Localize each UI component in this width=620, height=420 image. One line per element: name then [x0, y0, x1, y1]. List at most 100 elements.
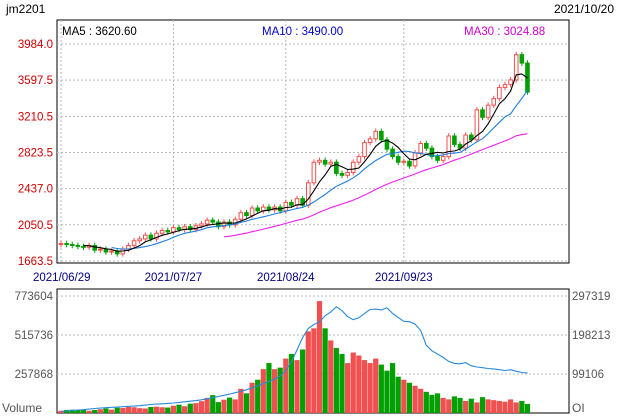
candle-body	[367, 138, 373, 144]
oi-label: OI	[572, 401, 585, 415]
volume-bar	[221, 399, 227, 413]
volume-bar	[479, 397, 486, 413]
volume-bar	[373, 358, 379, 413]
candle-body	[159, 229, 165, 234]
volume-bar	[508, 399, 514, 413]
volume-bar	[491, 400, 497, 413]
candle-body	[491, 98, 497, 106]
candle-body	[199, 223, 204, 227]
candle-body	[154, 232, 159, 240]
volume-bar	[176, 404, 182, 413]
volume-bar	[294, 360, 300, 413]
volume-bar	[187, 403, 193, 413]
volume-bar	[260, 369, 266, 413]
candle-body	[485, 104, 491, 118]
candle-body	[446, 135, 452, 158]
volume-bar	[92, 409, 98, 413]
volume-bar	[412, 385, 418, 413]
volume-bar	[148, 406, 154, 413]
volume-bar	[243, 393, 250, 413]
ma10-line	[111, 89, 528, 250]
volume-bar	[142, 408, 148, 413]
candle-body	[171, 227, 176, 233]
volume-bar	[114, 407, 120, 413]
candle-body	[255, 207, 260, 212]
volume-bar	[193, 403, 199, 413]
volume-bar	[271, 369, 278, 413]
volume-bar	[69, 409, 75, 413]
candle-body	[137, 238, 142, 242]
volume-bar	[283, 358, 289, 413]
candle-body	[64, 243, 69, 246]
candle-body	[468, 134, 474, 141]
candle-body	[81, 245, 86, 248]
candle-body	[508, 79, 513, 86]
oi-tick-label: 99106	[572, 369, 604, 381]
candle-body	[497, 86, 502, 100]
volume-bar	[434, 393, 441, 413]
volume-bar	[361, 360, 368, 413]
volume-bars	[58, 301, 531, 413]
volume-bar	[395, 376, 401, 413]
candle-body	[457, 143, 463, 149]
candle-body	[373, 130, 379, 140]
volume-bar	[328, 340, 334, 413]
candle-body	[395, 156, 401, 163]
candle-body	[283, 201, 289, 212]
volume-bar	[524, 403, 531, 413]
volume-bar	[58, 410, 64, 413]
candle-body	[339, 172, 345, 176]
oi-tick-label: 198213	[572, 330, 610, 342]
candle-body	[362, 142, 367, 158]
candle-body	[249, 207, 255, 217]
volume-bar	[305, 331, 311, 413]
volume-bar	[418, 388, 424, 413]
oi-line-path	[60, 306, 528, 412]
price-tick-label: 1663.5	[18, 256, 53, 268]
volume-bar	[266, 363, 272, 413]
volume-bar	[378, 364, 384, 413]
candle-body	[401, 160, 407, 163]
volume-bar	[210, 395, 216, 413]
candle-body	[356, 156, 362, 163]
volume-bar	[446, 399, 452, 413]
candle-body	[204, 219, 210, 225]
candle-body	[131, 240, 137, 246]
open-interest-line	[60, 306, 528, 412]
candle-body	[452, 135, 457, 145]
volume-bar	[108, 409, 115, 413]
volume-bar	[440, 397, 446, 413]
volume-bar	[384, 370, 390, 413]
candle-body	[480, 109, 485, 118]
moving-average-lines	[83, 73, 528, 252]
candle-body	[328, 161, 334, 165]
candle-body	[311, 161, 317, 184]
candle-body	[75, 244, 81, 247]
volume-bar	[97, 409, 103, 413]
price-tick-label: 3597.5	[18, 75, 53, 87]
candle-body	[69, 243, 75, 246]
volume-bar	[406, 382, 413, 413]
candle-body	[407, 160, 412, 167]
volume-tick-label: 257868	[15, 369, 53, 381]
volume-bar	[249, 382, 255, 413]
volume-bar	[137, 408, 143, 413]
candle-body	[317, 159, 322, 163]
candle-body	[92, 244, 98, 251]
candle-body	[440, 156, 446, 161]
volume-bar	[463, 400, 469, 413]
candle-body	[350, 161, 356, 173]
symbol-label: jm2201	[5, 2, 46, 16]
volume-bar	[159, 407, 165, 413]
volume-bar	[277, 367, 283, 413]
candle-body	[165, 229, 171, 233]
price-axis-labels: 1663.5 2050.5 2437.0 2823.5 3210.5 3597.5 3984…	[18, 39, 53, 268]
volume-bar	[333, 347, 339, 413]
volume-bar	[451, 396, 457, 413]
volume-bar	[401, 379, 407, 413]
candle-body	[58, 243, 64, 246]
candle-body	[98, 248, 103, 251]
volume-bar	[232, 399, 238, 413]
date-label: 2021/10/20	[554, 2, 614, 16]
candle-body	[244, 212, 249, 217]
